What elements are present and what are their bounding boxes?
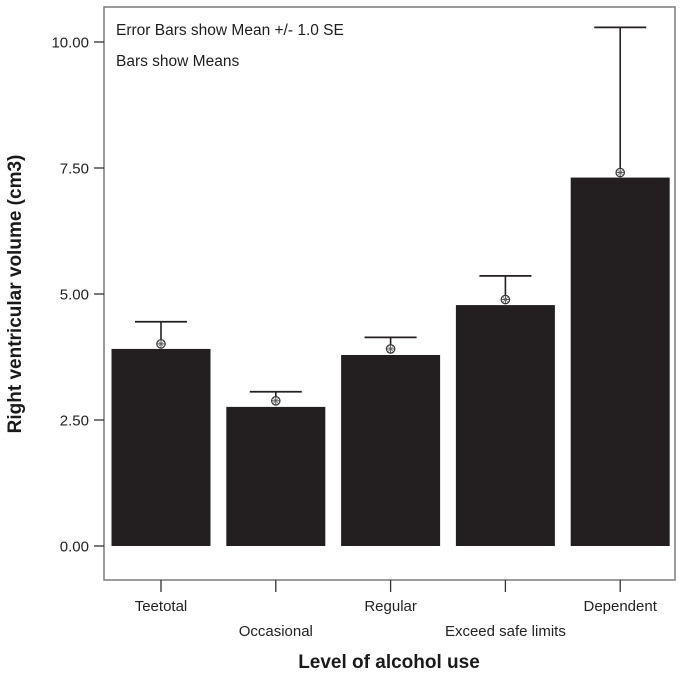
y-tick-label: 10.00 (51, 35, 89, 52)
y-tick-label: 0.00 (60, 539, 89, 556)
bars-group (111, 177, 670, 547)
x-tick-label: Dependent (583, 598, 657, 615)
y-tick-label: 5.00 (60, 287, 89, 304)
bar (111, 348, 211, 546)
annotations: Error Bars show Mean +/- 1.0 SE Bars sho… (116, 22, 344, 70)
x-axis: Teetotal Occasional Regular Exceed safe lim… (135, 580, 658, 640)
y-tick-label: 7.50 (60, 161, 89, 178)
error-bars-group (135, 26, 647, 406)
mean-marker (385, 344, 396, 354)
annotation-error-bars: Error Bars show Mean +/- 1.0 SE (116, 22, 344, 39)
mean-marker (270, 396, 281, 406)
y-axis: 0.00 2.50 5.00 7.50 10.00 (51, 35, 104, 556)
x-tick-label: Regular (364, 598, 417, 615)
annotation-bars: Bars show Means (116, 53, 239, 70)
x-tick-label: Teetotal (135, 598, 188, 615)
x-tick-label: Exceed safe limits (445, 623, 566, 640)
bar (226, 406, 326, 546)
y-axis-title: Right ventricular volume (cm3) (5, 155, 26, 434)
mean-marker (156, 339, 166, 349)
x-axis-title: Level of alcohol use (298, 652, 480, 673)
mean-marker (615, 167, 625, 178)
bar (570, 177, 670, 547)
x-tick-label: Occasional (239, 623, 313, 640)
bar (341, 354, 441, 546)
mean-marker (500, 294, 511, 305)
bar (455, 305, 555, 546)
y-tick-label: 2.50 (60, 413, 89, 430)
